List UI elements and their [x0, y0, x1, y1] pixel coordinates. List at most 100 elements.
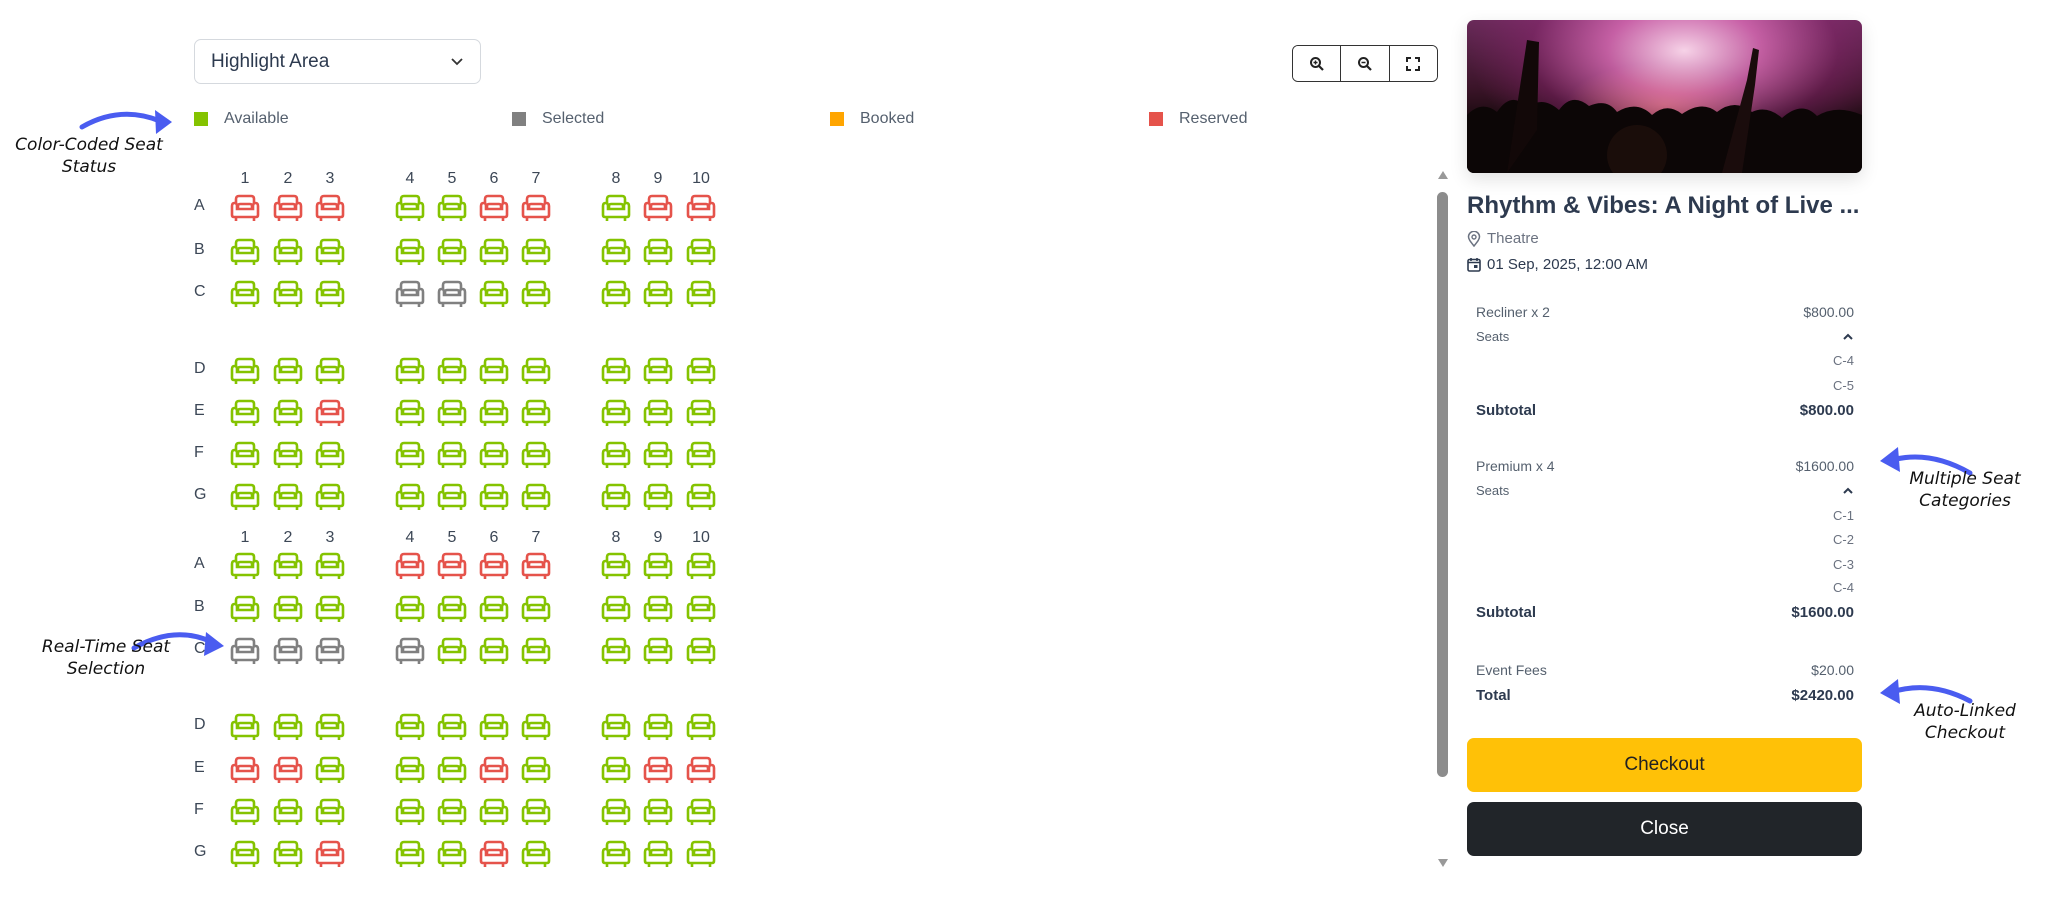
seat-reserved-E6[interactable] — [478, 755, 510, 785]
checkout-button[interactable]: Checkout — [1467, 738, 1862, 792]
seat-available-E8[interactable] — [600, 398, 632, 428]
seat-available-C9[interactable] — [642, 279, 674, 309]
seat-available-A9[interactable] — [642, 551, 674, 581]
seat-available-F9[interactable] — [642, 440, 674, 470]
seat-reserved-E9[interactable] — [642, 755, 674, 785]
seat-available-D10[interactable] — [685, 356, 717, 386]
seat-reserved-E3[interactable] — [314, 398, 346, 428]
seat-available-G1[interactable] — [229, 839, 261, 869]
seat-available-F5[interactable] — [436, 797, 468, 827]
seat-available-G1[interactable] — [229, 482, 261, 512]
seat-available-F2[interactable] — [272, 797, 304, 827]
seat-available-F3[interactable] — [314, 440, 346, 470]
seat-available-G9[interactable] — [642, 839, 674, 869]
seat-available-B4[interactable] — [394, 237, 426, 267]
seat-available-F1[interactable] — [229, 440, 261, 470]
seat-available-B8[interactable] — [600, 237, 632, 267]
seat-reserved-A1[interactable] — [229, 193, 261, 223]
seat-available-F10[interactable] — [685, 440, 717, 470]
seat-available-E10[interactable] — [685, 398, 717, 428]
seat-available-B2[interactable] — [272, 594, 304, 624]
seat-available-D8[interactable] — [600, 356, 632, 386]
seat-available-B8[interactable] — [600, 594, 632, 624]
seat-available-G10[interactable] — [685, 482, 717, 512]
seat-available-G10[interactable] — [685, 839, 717, 869]
seat-available-D8[interactable] — [600, 712, 632, 742]
seat-available-C2[interactable] — [272, 279, 304, 309]
scroll-up-arrow[interactable] — [1436, 170, 1450, 182]
seat-available-B6[interactable] — [478, 237, 510, 267]
seat-available-C7[interactable] — [520, 636, 552, 666]
seat-reserved-A6[interactable] — [478, 551, 510, 581]
seat-selected-C5[interactable] — [436, 279, 468, 309]
seat-available-A5[interactable] — [436, 193, 468, 223]
seat-available-C6[interactable] — [478, 636, 510, 666]
seat-available-F1[interactable] — [229, 797, 261, 827]
seat-available-C7[interactable] — [520, 279, 552, 309]
seat-available-D2[interactable] — [272, 356, 304, 386]
scrollbar-thumb[interactable] — [1437, 192, 1448, 777]
seat-available-C8[interactable] — [600, 636, 632, 666]
seats-toggle[interactable]: Seats — [1476, 483, 1854, 498]
zoom-out-button[interactable] — [1341, 46, 1390, 81]
seat-available-D4[interactable] — [394, 356, 426, 386]
seat-available-D6[interactable] — [478, 356, 510, 386]
seat-reserved-A6[interactable] — [478, 193, 510, 223]
seat-reserved-G6[interactable] — [478, 839, 510, 869]
seat-available-F9[interactable] — [642, 797, 674, 827]
seat-reserved-G3[interactable] — [314, 839, 346, 869]
seat-available-B9[interactable] — [642, 237, 674, 267]
seat-available-A10[interactable] — [685, 551, 717, 581]
seat-available-E5[interactable] — [436, 755, 468, 785]
seat-reserved-E2[interactable] — [272, 755, 304, 785]
seat-available-B1[interactable] — [229, 237, 261, 267]
close-button[interactable]: Close — [1467, 802, 1862, 856]
seat-available-D3[interactable] — [314, 356, 346, 386]
seat-selected-C4[interactable] — [394, 636, 426, 666]
seat-reserved-A7[interactable] — [520, 551, 552, 581]
seat-available-B4[interactable] — [394, 594, 426, 624]
seat-available-C1[interactable] — [229, 279, 261, 309]
seat-available-C10[interactable] — [685, 279, 717, 309]
seat-available-B9[interactable] — [642, 594, 674, 624]
seat-available-F3[interactable] — [314, 797, 346, 827]
seat-available-B10[interactable] — [685, 237, 717, 267]
seat-available-B7[interactable] — [520, 237, 552, 267]
seat-available-F8[interactable] — [600, 440, 632, 470]
seat-available-F5[interactable] — [436, 440, 468, 470]
seat-available-F6[interactable] — [478, 797, 510, 827]
seat-available-A8[interactable] — [600, 193, 632, 223]
seat-available-G9[interactable] — [642, 482, 674, 512]
seat-available-B7[interactable] — [520, 594, 552, 624]
seat-available-D4[interactable] — [394, 712, 426, 742]
seat-available-C10[interactable] — [685, 636, 717, 666]
seat-selected-C3[interactable] — [314, 636, 346, 666]
seat-available-G7[interactable] — [520, 482, 552, 512]
seat-available-G4[interactable] — [394, 482, 426, 512]
seat-available-F8[interactable] — [600, 797, 632, 827]
seat-available-E4[interactable] — [394, 755, 426, 785]
seat-available-B3[interactable] — [314, 594, 346, 624]
seat-available-F4[interactable] — [394, 440, 426, 470]
seat-available-E8[interactable] — [600, 755, 632, 785]
seat-available-F6[interactable] — [478, 440, 510, 470]
seat-available-A2[interactable] — [272, 551, 304, 581]
seat-available-E6[interactable] — [478, 398, 510, 428]
fit-screen-button[interactable] — [1389, 46, 1437, 81]
seat-available-F2[interactable] — [272, 440, 304, 470]
seat-available-D7[interactable] — [520, 356, 552, 386]
seat-available-G5[interactable] — [436, 482, 468, 512]
seat-available-C3[interactable] — [314, 279, 346, 309]
seat-available-D7[interactable] — [520, 712, 552, 742]
seat-available-E4[interactable] — [394, 398, 426, 428]
seat-available-E7[interactable] — [520, 755, 552, 785]
seat-available-G2[interactable] — [272, 839, 304, 869]
seat-available-G8[interactable] — [600, 482, 632, 512]
seat-available-D5[interactable] — [436, 712, 468, 742]
seat-available-F10[interactable] — [685, 797, 717, 827]
seat-available-C8[interactable] — [600, 279, 632, 309]
seat-available-D6[interactable] — [478, 712, 510, 742]
seat-available-B1[interactable] — [229, 594, 261, 624]
seat-available-D5[interactable] — [436, 356, 468, 386]
seat-available-G4[interactable] — [394, 839, 426, 869]
